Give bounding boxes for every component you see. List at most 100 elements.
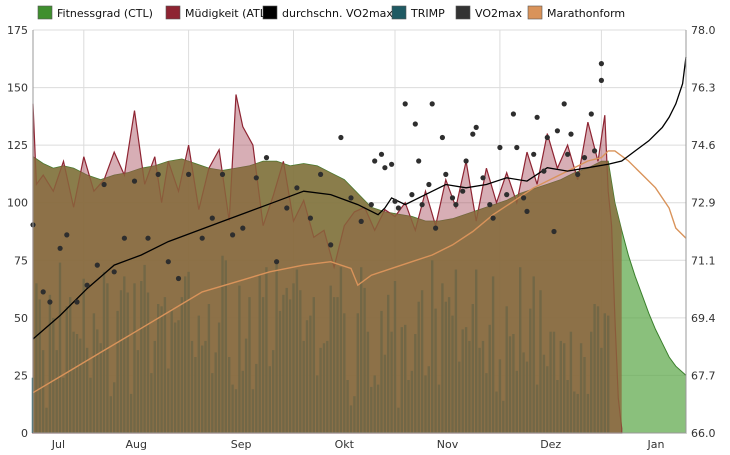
vo2max-point xyxy=(111,269,117,275)
vo2max-point xyxy=(219,171,226,177)
legend-swatch xyxy=(391,5,407,20)
y-right-tick-label: 69.4 xyxy=(691,312,716,325)
vo2max-point xyxy=(392,198,398,204)
vo2max-point xyxy=(318,171,324,177)
x-tick-label: Aug xyxy=(125,438,146,451)
vo2max-point xyxy=(470,131,476,137)
vo2max-point xyxy=(209,215,215,221)
vo2max-point xyxy=(395,205,401,211)
vo2max-point xyxy=(510,111,516,117)
vo2max-point xyxy=(175,275,182,282)
vo2max-point xyxy=(524,208,530,214)
vo2max-avg-line xyxy=(32,56,687,340)
legend-label[interactable]: VO2max xyxy=(475,7,522,20)
vo2max-point xyxy=(64,232,70,238)
legend-label[interactable]: Müdigkeit (ATL) xyxy=(185,7,270,20)
vo2max-point xyxy=(294,185,300,191)
vo2max-point xyxy=(490,215,496,221)
x-tick-label: Jul xyxy=(51,438,65,451)
vo2max-point xyxy=(551,228,557,235)
vo2max-point xyxy=(541,168,547,174)
vo2max-point xyxy=(531,151,537,157)
vo2max-point xyxy=(84,282,90,288)
y-left-tick-label: 50 xyxy=(14,312,28,325)
vo2max-point xyxy=(47,299,53,305)
vo2max-point xyxy=(480,175,486,181)
vo2max-point xyxy=(592,148,598,154)
legend: Fitnessgrad (CTL) Müdigkeit (ATL) durchsch… xyxy=(33,3,625,22)
vo2max-point xyxy=(598,61,605,67)
vo2max-point xyxy=(429,101,435,107)
vo2max-point xyxy=(186,171,192,177)
legend-swatch xyxy=(262,5,278,20)
legend-swatch xyxy=(165,5,181,20)
y-right-tick-label: 76.3 xyxy=(691,82,716,95)
legend-label[interactable]: Fitnessgrad (CTL) xyxy=(57,7,153,20)
marathonform-line xyxy=(32,150,687,394)
vo2max-point xyxy=(544,134,550,141)
x-tick-label: Okt xyxy=(335,438,355,451)
vo2max-point xyxy=(378,151,385,157)
series-layer xyxy=(30,56,687,434)
legend-label[interactable]: durchschn. VO2max xyxy=(282,7,393,20)
vo2max-point xyxy=(497,144,503,151)
vo2max-point xyxy=(274,259,280,265)
y-left-tick-label: 0 xyxy=(21,427,28,440)
y-left-tick-label: 75 xyxy=(14,254,28,267)
vo2max-point xyxy=(402,101,408,107)
vo2max-point xyxy=(74,299,80,305)
vo2max-point xyxy=(453,202,459,208)
vo2max-point xyxy=(131,178,138,184)
y-right-tick-label: 71.1 xyxy=(691,254,716,267)
ctl-atl-overlap xyxy=(33,156,622,433)
y-left-tick-label: 100 xyxy=(7,197,28,210)
vo2max-point xyxy=(554,128,561,134)
y-left-tick-label: 175 xyxy=(7,24,28,37)
vo2max-point xyxy=(487,202,493,208)
vo2max-point xyxy=(368,202,374,208)
legend-swatch xyxy=(37,5,53,20)
y-right-tick-label: 72.9 xyxy=(691,197,716,210)
vo2max-point xyxy=(307,215,313,221)
legend-swatch xyxy=(527,5,543,20)
vo2max-point xyxy=(328,242,334,248)
x-tick-label: Sep xyxy=(231,438,252,451)
vo2max-point xyxy=(419,202,425,208)
vo2max-point xyxy=(101,181,107,188)
vo2max-point xyxy=(145,235,151,241)
vo2max-point xyxy=(416,158,422,164)
vo2max-point xyxy=(382,165,388,171)
legend-label[interactable]: Marathonform xyxy=(547,7,625,20)
vo2max-point xyxy=(534,114,540,120)
vo2max-point xyxy=(338,134,344,141)
vo2max-point xyxy=(439,134,445,141)
vo2max-point xyxy=(240,225,246,231)
vo2max-point xyxy=(460,188,466,194)
vo2max-point xyxy=(504,192,510,198)
y-right-tick-label: 78.0 xyxy=(691,24,716,37)
vo2max-point xyxy=(514,144,520,151)
axis-layer: 0 25 50 75 100 125 150 175 66.0 67.7 69.4 71.1 72.9 7… xyxy=(7,24,716,451)
y-right-tick-label: 67.7 xyxy=(691,369,716,382)
vo2max-point xyxy=(521,195,527,201)
vo2max-point xyxy=(575,171,581,177)
vo2max-point xyxy=(372,158,378,164)
x-tick-label: Jan xyxy=(647,438,665,451)
vo2max-point xyxy=(389,161,395,167)
vo2max-point xyxy=(358,218,364,224)
vo2max-point xyxy=(199,235,205,241)
vo2max-point xyxy=(165,259,171,265)
vo2max-point xyxy=(412,121,418,127)
vo2max-point xyxy=(433,225,439,231)
vo2max-point xyxy=(263,155,270,161)
vo2max-point xyxy=(463,158,469,164)
vo2max-point xyxy=(121,235,127,241)
y-left-tick-label: 25 xyxy=(14,369,28,382)
vo2max-point xyxy=(253,175,259,181)
vo2max-point xyxy=(473,124,479,130)
vo2max-point xyxy=(565,151,571,157)
vo2max-point xyxy=(568,131,574,137)
legend-label[interactable]: TRIMP xyxy=(410,7,445,20)
x-tick-label: Dez xyxy=(540,438,561,451)
y-right-tick-label: 66.0 xyxy=(691,427,716,440)
